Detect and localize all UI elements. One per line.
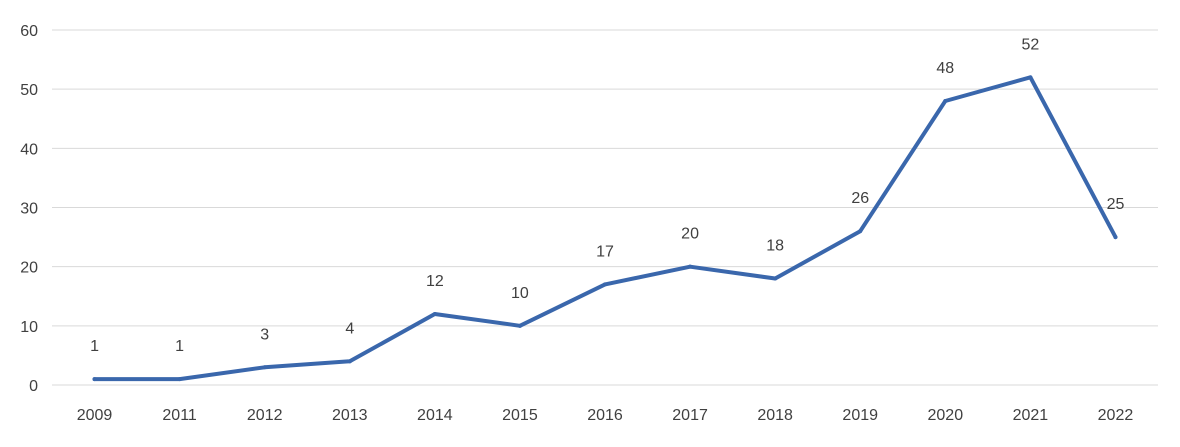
data-label-2014: 12 bbox=[426, 273, 444, 290]
data-label-2021: 52 bbox=[1021, 36, 1039, 53]
gridlines bbox=[52, 29, 1158, 386]
y-tick-label-0: 0 bbox=[29, 378, 38, 395]
x-tick-label-2017: 2017 bbox=[672, 407, 708, 424]
x-tick-label-2018: 2018 bbox=[757, 407, 793, 424]
y-tick-label-60: 60 bbox=[20, 23, 38, 40]
data-label-2018: 18 bbox=[766, 238, 784, 255]
data-point-2016 bbox=[603, 282, 607, 287]
data-labels: 1 1 3 4 12 10 17 20 18 26 48 52 25 bbox=[90, 36, 1124, 355]
data-label-2019: 26 bbox=[851, 190, 869, 207]
x-tick-label-2019: 2019 bbox=[842, 407, 878, 424]
x-tick-label-2009: 2009 bbox=[77, 407, 113, 424]
data-label-2017: 20 bbox=[681, 226, 699, 243]
data-label-2009: 1 bbox=[90, 338, 99, 355]
y-tick-label-30: 30 bbox=[20, 201, 38, 218]
data-label-2016: 17 bbox=[596, 243, 614, 260]
data-point-2020 bbox=[943, 99, 948, 103]
data-label-2012: 3 bbox=[260, 326, 269, 343]
data-point-2012 bbox=[262, 365, 267, 370]
data-point-2011 bbox=[177, 377, 182, 382]
data-point-2014 bbox=[432, 312, 437, 316]
data-point-2022 bbox=[1113, 235, 1118, 240]
data-label-2015: 10 bbox=[511, 285, 529, 302]
x-tick-label-2012: 2012 bbox=[247, 407, 283, 424]
data-point-2017 bbox=[688, 264, 693, 269]
data-label-2022: 25 bbox=[1107, 196, 1125, 213]
x-tick-label-2014: 2014 bbox=[417, 407, 453, 424]
series-layer bbox=[92, 75, 1118, 382]
x-tick-label-2021: 2021 bbox=[1013, 407, 1049, 424]
data-label-2020: 48 bbox=[936, 60, 954, 77]
series-line bbox=[92, 75, 1118, 382]
y-tick-label-50: 50 bbox=[20, 82, 38, 99]
data-point-2015 bbox=[517, 323, 522, 328]
data-point-2021 bbox=[1028, 75, 1033, 80]
x-tick-label-2015: 2015 bbox=[502, 407, 538, 424]
data-point-2018 bbox=[773, 276, 778, 281]
data-point-2019 bbox=[858, 229, 863, 234]
data-label-2013: 4 bbox=[345, 320, 354, 337]
data-point-2013 bbox=[347, 359, 352, 364]
y-axis-tick-labels: 0 10 20 30 40 50 60 bbox=[20, 23, 38, 395]
data-point-2009 bbox=[92, 377, 97, 382]
x-tick-label-2016: 2016 bbox=[587, 407, 623, 424]
y-tick-label-20: 20 bbox=[20, 260, 38, 277]
y-tick-label-40: 40 bbox=[20, 141, 38, 158]
x-tick-label-2011: 2011 bbox=[162, 407, 197, 424]
x-axis-tick-labels: 2009 2011 2012 2013 2014 2015 2016 2017 2018 2019… bbox=[77, 407, 1134, 424]
x-tick-label-2013: 2013 bbox=[332, 407, 368, 424]
x-tick-label-2022: 2022 bbox=[1098, 407, 1134, 424]
data-label-2011: 1 bbox=[175, 338, 184, 355]
x-tick-label-2020: 2020 bbox=[928, 407, 964, 424]
y-tick-label-10: 10 bbox=[20, 319, 38, 336]
